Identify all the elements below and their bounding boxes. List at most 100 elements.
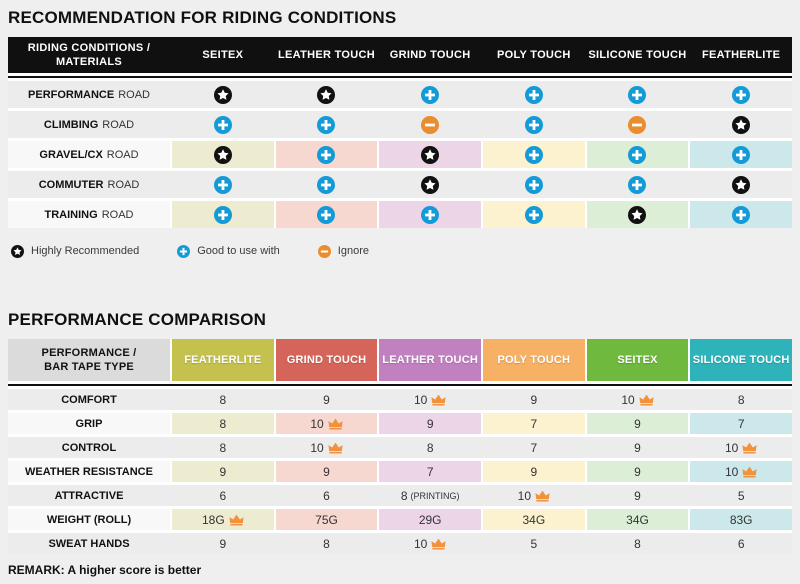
score-value: 7 [530, 416, 538, 431]
condition-suffix: ROAD [101, 208, 134, 221]
performance-table-row: SWEAT HANDS 9 8 10 5 8 6 [8, 533, 792, 554]
minus-icon [421, 115, 440, 134]
riding-cell [690, 201, 792, 228]
riding-cell [586, 141, 689, 168]
score-cell: 9 [172, 461, 274, 482]
riding-cell [690, 81, 792, 108]
score-note: (PRINTING) [410, 490, 460, 501]
plus-icon [524, 175, 543, 194]
plus-icon [732, 205, 751, 224]
plus-icon [628, 85, 647, 104]
star-icon [213, 145, 232, 164]
score-value: 6 [323, 488, 330, 503]
plus-icon [317, 145, 336, 164]
plus-icon [213, 205, 232, 224]
riding-cell [483, 111, 585, 138]
metric-row-label: GRIP [8, 413, 170, 434]
tape-col-header: FEATHERLITE [172, 339, 274, 381]
score-value: 10 [724, 440, 739, 455]
score-cell: 6 [276, 485, 378, 506]
riding-cell [482, 201, 585, 228]
score-cell: 10 [379, 389, 481, 410]
score-value: 5 [530, 536, 538, 551]
riding-col-header: SEITEX [202, 49, 244, 61]
score-cell: 10 [690, 461, 792, 482]
plus-icon [177, 244, 191, 258]
score-value: 34G [626, 512, 649, 527]
score-cell: 8 [690, 389, 792, 410]
score-cell: 10 [483, 485, 585, 506]
performance-table-row: COMFORT 8 9 10 9 10 8 [8, 389, 792, 410]
score-value: 6 [737, 536, 745, 551]
score-cell: 9 [586, 461, 689, 482]
score-value: 10 [724, 464, 739, 479]
riding-cell [690, 111, 792, 138]
score-cell: 9 [483, 389, 585, 410]
star-icon [628, 205, 647, 224]
riding-cell [483, 81, 585, 108]
score-cell: 6 [172, 485, 274, 506]
crown-icon [431, 538, 446, 549]
legend-item-highly-recommended: Highly Recommended [11, 244, 139, 258]
score-cell: 29G [379, 509, 481, 530]
score-cell: 18G [172, 509, 274, 530]
riding-cell [379, 201, 481, 228]
score-value: 6 [219, 488, 227, 503]
riding-cell [587, 171, 689, 198]
riding-cell [379, 171, 481, 198]
riding-row-label: PERFORMANCE ROAD [8, 81, 170, 108]
crown-wrap [738, 466, 757, 478]
score-cell: 9 [482, 461, 585, 482]
score-cell: 8 (PRINTING) [379, 485, 481, 506]
plus-icon [317, 175, 336, 194]
metric-row-label: WEIGHT (ROLL) [8, 509, 170, 530]
riding-col-header: LEATHER TOUCH [277, 49, 375, 61]
score-value: 10 [310, 416, 324, 431]
score-value: 9 [219, 536, 227, 551]
plus-icon [628, 175, 647, 194]
riding-cell [172, 171, 274, 198]
score-cell: 9 [379, 413, 481, 434]
riding-col-header: POLY TOUCH [496, 49, 571, 61]
star-icon [213, 85, 232, 104]
riding-cell [276, 171, 378, 198]
crown-wrap [324, 418, 343, 430]
riding-cell [172, 141, 274, 168]
score-value: 9 [530, 392, 538, 407]
riding-row-label: COMMUTER ROAD [8, 171, 170, 198]
plus-icon [421, 85, 440, 104]
score-value: 9 [219, 464, 227, 479]
riding-cell [587, 81, 689, 108]
score-value: 29G [418, 512, 442, 527]
score-value: 10 [413, 536, 428, 551]
score-cell: 8 [276, 533, 378, 554]
condition-suffix: ROAD [102, 118, 135, 131]
riding-cell [172, 81, 274, 108]
plus-icon [421, 205, 440, 224]
metric-row-label: COMFORT [61, 393, 117, 406]
performance-header-divider [8, 384, 792, 386]
performance-table-row: ATTRACTIVE 6 6 8 (PRINTING) 10 9 5 [8, 485, 792, 506]
riding-cell [379, 141, 481, 168]
crown-icon [328, 418, 343, 429]
performance-table-body: COMFORT 8 9 10 9 10 8 GRIP 8 10 9 7 9 7 CONTROL 8 10 8 7 9 1… [8, 389, 792, 554]
plus-icon [317, 115, 336, 134]
score-cell: 7 [379, 461, 481, 482]
score-value: 8 [737, 392, 745, 407]
performance-table-header: PERFORMANCE / BAR TAPE TYPE FEATHERLITE G… [8, 339, 792, 381]
score-cell: 9 [276, 389, 378, 410]
condition-name: CLIMBING [43, 118, 99, 131]
plus-icon [317, 205, 336, 224]
riding-cell [690, 171, 792, 198]
condition-suffix: ROAD [106, 148, 139, 161]
crown-icon [328, 442, 343, 453]
score-cell: 34G [586, 509, 689, 530]
score-value: 10 [413, 392, 428, 407]
legend: Highly Recommended Good to use with Igno… [11, 244, 792, 258]
riding-cell [379, 111, 481, 138]
riding-cell [482, 141, 585, 168]
plus-icon [524, 85, 543, 104]
plus-icon [524, 115, 543, 134]
score-cell: 34G [482, 509, 585, 530]
plus-icon [524, 145, 543, 164]
